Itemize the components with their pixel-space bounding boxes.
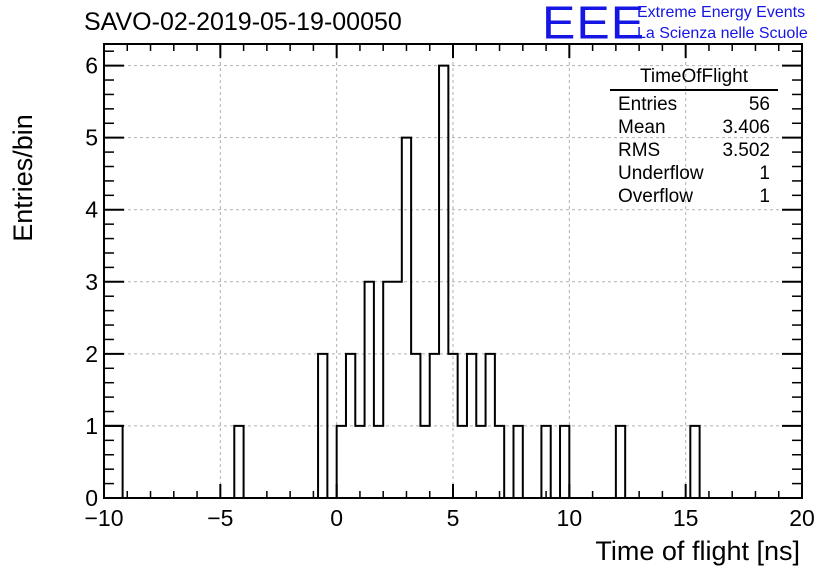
stats-row-overflow: Overflow 1 [610, 185, 778, 208]
histogram-bin [560, 426, 569, 498]
x-tick-label: −5 [207, 505, 233, 531]
stats-title: TimeOfFlight [610, 66, 778, 91]
x-tick-label: 20 [789, 505, 815, 531]
eee-logo-mark: EEE [542, 0, 646, 49]
histogram-bin [337, 426, 346, 498]
stats-row-rms: RMS 3.502 [610, 139, 778, 162]
axis-ticks [103, 44, 803, 499]
y-tick-label: 4 [85, 197, 98, 223]
histogram-bin [383, 282, 392, 498]
histogram-bin [355, 426, 364, 498]
stats-box: TimeOfFlight Entries 56 Mean 3.406 RMS 3… [610, 66, 778, 208]
histogram-bin [365, 282, 374, 498]
y-tick-label: 0 [85, 485, 98, 511]
histogram-bin [393, 282, 402, 498]
stats-label: Mean [618, 117, 666, 138]
y-tick-label: 5 [85, 125, 98, 151]
y-tick-label: 1 [85, 413, 98, 439]
histogram-bin [104, 426, 123, 498]
x-axis-label: Time of flight [ns] [595, 536, 800, 566]
stats-value: 3.406 [722, 117, 770, 138]
grid-lines [104, 44, 802, 498]
histogram-bin [616, 426, 625, 498]
chart-title: SAVO-02-2019-05-19-00050 [84, 8, 402, 36]
histogram-bin [495, 426, 504, 498]
x-tick-label: 10 [557, 505, 583, 531]
histogram-bin [420, 426, 429, 498]
histogram-bin [541, 426, 550, 498]
histogram-bin [476, 426, 485, 498]
histogram-bin [374, 426, 383, 498]
x-tick-label: 15 [673, 505, 699, 531]
y-axis-label: Entries/bin [8, 114, 38, 242]
histogram-bin [234, 426, 243, 498]
stats-label: Underflow [618, 163, 704, 184]
histogram-bin [513, 426, 522, 498]
stats-label: Entries [618, 94, 678, 115]
stats-value: 1 [759, 163, 770, 184]
y-tick-label: 6 [85, 53, 98, 79]
x-tick-label: 0 [330, 505, 343, 531]
stats-row-entries: Entries 56 [610, 93, 778, 116]
y-tick-label: 2 [85, 341, 98, 367]
stats-value: 3.502 [722, 140, 770, 161]
stats-row-mean: Mean 3.406 [610, 116, 778, 139]
y-tick-label: 3 [85, 269, 98, 295]
logo-line-1: Extreme Energy Events [637, 4, 806, 21]
x-tick-labels: −10 −5 0 5 10 15 20 [84, 505, 814, 531]
x-tick-label: −10 [84, 505, 123, 531]
histogram-bin [402, 138, 411, 498]
histogram-bin [690, 426, 699, 498]
stats-value: 1 [759, 186, 770, 207]
y-tick-labels: 0 1 2 3 4 5 6 [85, 53, 98, 511]
histogram-bin [458, 426, 467, 498]
stats-label: RMS [618, 140, 661, 161]
logo-line-2: La Scienza nelle Scuole [637, 25, 808, 42]
stats-label: Overflow [618, 186, 693, 207]
stats-value: 56 [748, 94, 770, 115]
stats-row-underflow: Underflow 1 [610, 162, 778, 185]
x-tick-label: 5 [447, 505, 460, 531]
